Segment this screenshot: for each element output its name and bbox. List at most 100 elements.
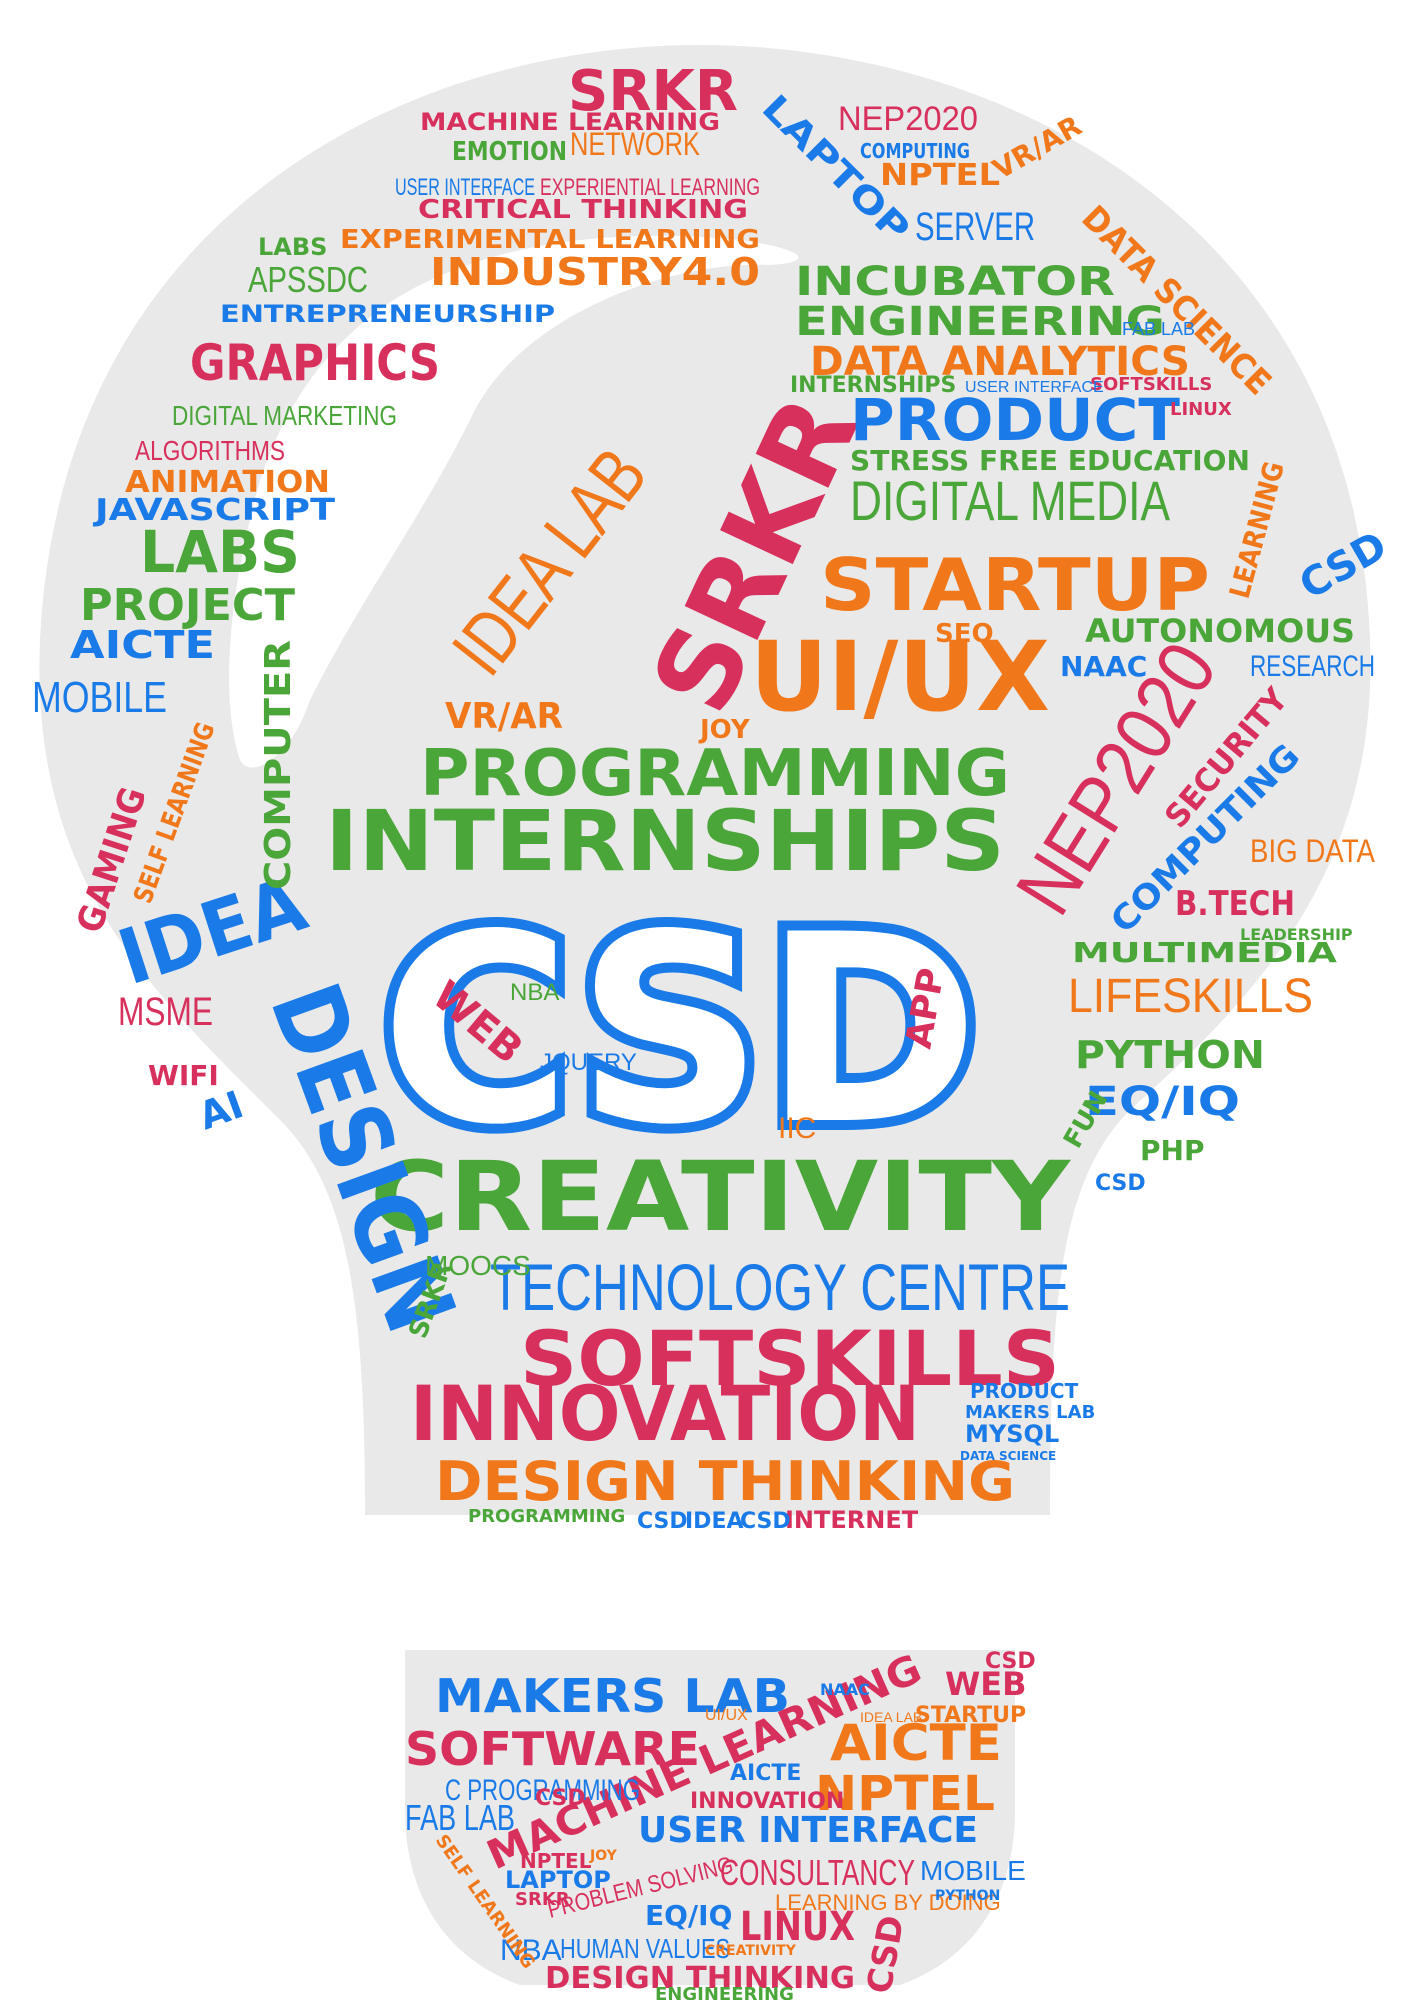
word-fab-lab-base: FAB LAB — [405, 1797, 515, 1838]
word-eq-iq: EQ/IQ — [1085, 1079, 1240, 1125]
word-ui-ux-base: UI/UX — [705, 1707, 748, 1724]
word-big-data: BIG DATA — [1250, 833, 1376, 869]
word-php: PHP — [1140, 1134, 1204, 1167]
word-digital-marketing: DIGITAL MARKETING — [172, 400, 397, 431]
word-csd-tiny: CSD — [1095, 1171, 1146, 1196]
word-softskills-small: SOFTSKILLS — [1090, 374, 1212, 395]
word-multimedia: MULTIMEDIA — [1072, 936, 1337, 969]
word-python-base: PYTHON — [935, 1888, 1000, 1904]
word-startup: STARTUP — [820, 543, 1210, 627]
word-experiential-learning: EXPERIENTIAL LEARNING — [540, 174, 760, 201]
bulb-swirl-cutout — [229, 235, 799, 768]
word-learning-by-doing: LEARNING BY DOING — [775, 1890, 1001, 1915]
word-data-analytics: DATA ANALYTICS — [810, 339, 1190, 385]
word-laptop-base: LAPTOP — [505, 1866, 611, 1894]
word-nba-base: NBA — [500, 1934, 562, 1967]
word-leadership: LEADERSHIP — [1240, 925, 1353, 944]
word-fab-lab-small: FAB LAB — [1122, 319, 1195, 339]
word-mobile: MOBILE — [32, 673, 167, 722]
word-animation: ANIMATION — [125, 465, 330, 500]
word-python: PYTHON — [1075, 1033, 1265, 1077]
word-emotion: EMOTION — [452, 137, 567, 167]
word-joy-base: JOY — [589, 1848, 618, 1864]
word-entrepreneurship: ENTREPRENEURSHIP — [220, 300, 555, 328]
word-aicte-base: AICTE — [830, 1714, 1002, 1772]
word-user-interface-small: USER INTERFACE — [965, 379, 1104, 396]
word-design-thinking: DESIGN THINKING — [435, 1450, 1015, 1513]
word-naac-base: NAAC — [820, 1680, 870, 1699]
word-ui-ux: UI/UX — [750, 621, 1050, 733]
word-engineering: ENGINEERING — [795, 299, 1165, 345]
word-innovation-base: INNOVATION — [690, 1789, 844, 1814]
word-srkr-base: SRKR — [515, 1889, 570, 1910]
word-innovation: INNOVATION — [410, 1369, 920, 1458]
word-internships-small: INTERNSHIPS — [790, 373, 956, 398]
word-nba: NBA — [510, 979, 559, 1006]
word-vr-ar-mid: VR/AR — [445, 696, 563, 737]
word-computer: COMPUTER — [258, 640, 299, 890]
word-research: RESEARCH — [1250, 650, 1375, 683]
word-aicte-small: AICTE — [730, 1761, 801, 1786]
word-msme: MSME — [118, 990, 213, 1034]
word-creativity: CREATIVITY — [370, 1141, 1072, 1253]
word-idea-lab-base: IDEA LAB — [860, 1709, 922, 1725]
word-programming-small: PROGRAMMING — [468, 1506, 625, 1527]
word-mobile-base: MOBILE — [920, 1855, 1026, 1886]
word-iic: IIC — [778, 1112, 816, 1145]
word-programming: PROGRAMMING — [420, 737, 1010, 811]
word-project: PROJECT — [80, 580, 295, 631]
word-industry: INDUSTRY4.0 — [430, 250, 760, 294]
word-naac: NAAC — [1060, 650, 1147, 683]
bulb-base-shape — [405, 1650, 1015, 1985]
word-product: PRODUCT — [850, 386, 1180, 454]
word-graphics: GRAPHICS — [190, 334, 440, 392]
word-technology-centre: TECHNOLOGY CENTRE — [490, 1250, 1070, 1324]
word-network: NETWORK — [570, 126, 700, 162]
word-user-interface: USER INTERFACE — [395, 174, 535, 201]
word-srkr-top: SRKR — [568, 59, 738, 124]
word-labs: LABS — [258, 233, 327, 261]
word-machine-learning-top: MACHINE LEARNING — [420, 108, 720, 136]
word-data-science-small: DATA SCIENCE — [960, 1449, 1056, 1463]
word-aicte: AICTE — [70, 623, 215, 667]
word-joy: JOY — [698, 715, 751, 745]
word-jquery: JQUERY — [540, 1049, 637, 1076]
word-algorithms: ALGORITHMS — [135, 435, 285, 466]
word-server: SERVER — [915, 205, 1035, 249]
word-idea-bottom: IDEA — [685, 1509, 744, 1534]
word-digital-media: DIGITAL MEDIA — [850, 469, 1171, 532]
word-human-values: HUMAN VALUES — [560, 1933, 730, 1964]
word-linux-base: LINUX — [740, 1904, 855, 1950]
word-javascript: JAVASCRIPT — [93, 493, 336, 528]
word-csd-base-b: CSD — [535, 1786, 586, 1811]
word-apssdc: APSSDC — [248, 259, 368, 300]
word-critical-thinking: CRITICAL THINKING — [418, 195, 748, 225]
word-product-small: PRODUCT — [970, 1379, 1079, 1403]
word-software: SOFTWARE — [405, 1722, 700, 1776]
word-linux-small: LINUX — [1170, 399, 1232, 420]
word-csd-bottom-a: CSD — [637, 1509, 688, 1534]
word-consultancy: CONSULTANCY — [720, 1852, 915, 1893]
word-moocs: MOOCS — [425, 1250, 531, 1281]
word-user-interface-base: USER INTERFACE — [638, 1810, 978, 1851]
word-lifeskills: LIFESKILLS — [1068, 970, 1313, 1023]
word-internships: INTERNSHIPS — [325, 792, 1005, 890]
word-design-thinking-base: DESIGN THINKING — [545, 1961, 855, 1996]
word-seo: SEO — [935, 619, 994, 649]
word-engineering-base: ENGINEERING — [655, 1984, 794, 2000]
word-makers-lab-small: MAKERS LAB — [965, 1402, 1095, 1423]
word-nptel-base: NPTEL — [815, 1766, 995, 1822]
word-eq-iq-base: EQ/IQ — [645, 1899, 732, 1932]
bulb-words: CSD CREATIVITY INTERNSHIPS PROGRAMMING T… — [32, 59, 1395, 1534]
word-nep2020-top: NEP2020 — [838, 100, 978, 138]
word-startup-base: STARTUP — [915, 1703, 1026, 1728]
word-nptel-top: NPTEL — [880, 158, 1000, 193]
word-web-base: WEB — [945, 1665, 1027, 1703]
word-makers-lab: MAKERS LAB — [435, 1669, 790, 1723]
word-incubator: INCUBATOR — [795, 259, 1115, 305]
word-b-tech: B.TECH — [1175, 884, 1295, 924]
word-csd-bottom-b: CSD — [740, 1509, 791, 1534]
word-labs-big: LABS — [140, 518, 300, 586]
word-csd-center: CSD — [381, 880, 980, 1182]
